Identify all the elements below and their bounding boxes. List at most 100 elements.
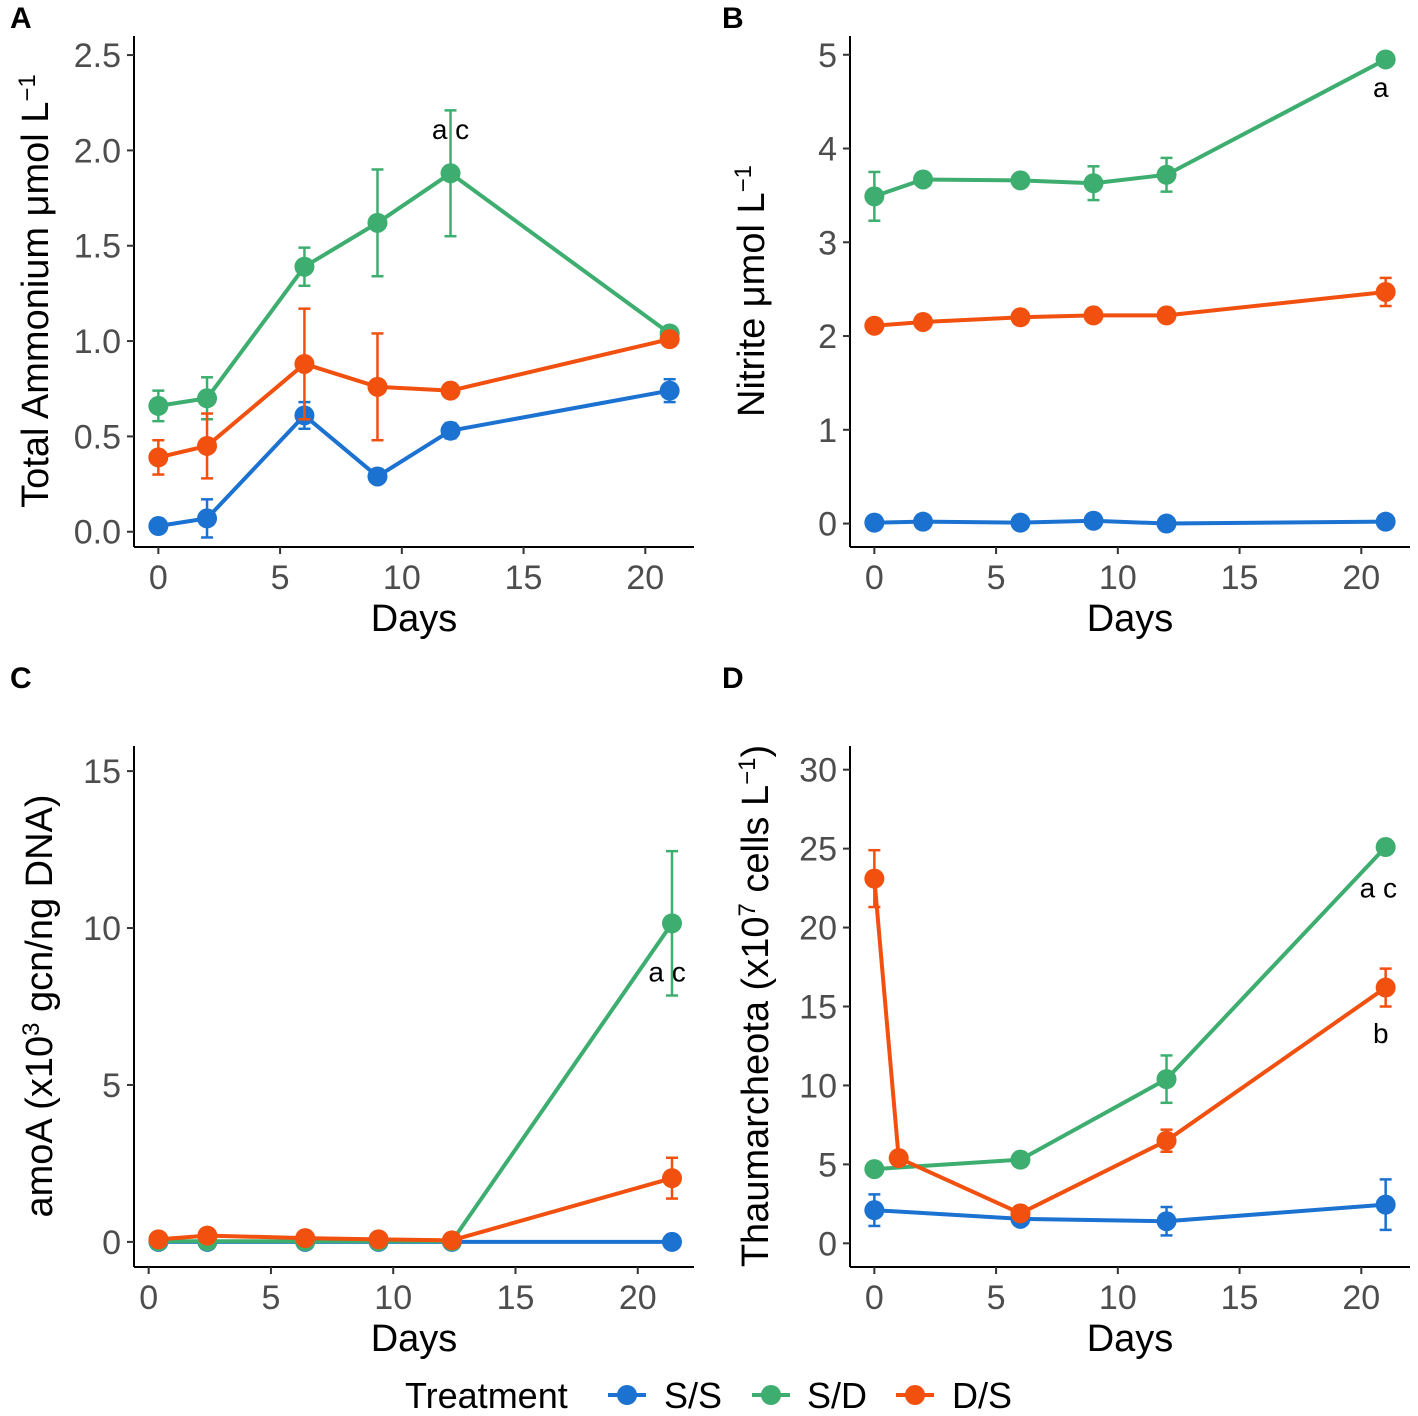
x-tick-label: 10 [374,1279,412,1317]
series-line-sd [874,845,1388,1172]
data-point [148,447,169,468]
series-ss [864,510,1396,534]
x-tick-label: 15 [1221,559,1259,597]
data-point [294,256,315,277]
series-line-ss [158,388,671,529]
panel-label-b: B [722,2,744,35]
data-point [295,1228,316,1249]
data-point [1010,170,1031,191]
y-tick-label: 2.0 [74,132,121,170]
y-tick-label: 25 [799,831,837,869]
series-ds [864,848,1396,1224]
data-point [367,376,388,397]
x-axis-label: Days [371,598,458,640]
x-tick-label: 0 [865,1279,884,1317]
legend-label-ds: D/S [952,1375,1012,1416]
y-tick-label: 10 [799,1067,837,1105]
series-ds [148,1156,682,1251]
y-axis-label: Thaumarcheota (x107 cells L−1) [734,745,778,1267]
panel-label-a: A [10,2,32,35]
y-tick-label: 10 [83,910,121,948]
data-point [148,395,169,416]
data-point [1375,49,1396,70]
y-tick-label: 3 [818,224,837,262]
data-point [864,315,885,336]
data-point [1156,1211,1177,1232]
x-tick-label: 10 [383,559,421,597]
series-line-sd [158,922,674,1244]
panel-d: D 0 5 10 15 20 0 5 10 15 20 25 30 Days Thaumarcheota … [722,662,1410,1360]
y-tick-label: 5 [818,1146,837,1184]
panel-b: B 0 5 10 15 20 0 1 2 3 4 5 Days Nitrite μmol L−1 a [722,2,1410,640]
y-tick-label: 15 [83,753,121,791]
series-ss [864,1178,1396,1237]
data-point [864,1200,885,1221]
x-tick-label: 0 [865,559,884,597]
significance-annotation: a c [648,956,685,987]
data-point [197,388,218,409]
y-tick-label: 0.5 [74,418,121,456]
series-line-sd [873,57,1387,199]
y-tick-label: 0 [818,1225,837,1263]
legend-key-point-sd [761,1385,781,1405]
y-axis-label: amoA (x103 gcn/ng DNA) [18,794,62,1217]
x-tick-label: 15 [505,559,543,597]
data-point [148,516,169,537]
data-point [294,353,315,374]
data-point [1375,977,1396,998]
x-axis-label: Days [371,1318,458,1360]
data-point [440,163,461,184]
data-point [659,329,680,350]
data-point [1083,510,1104,531]
x-tick-label: 0 [149,559,168,597]
x-tick-label: 15 [497,1279,535,1317]
data-point [661,913,682,934]
data-point [864,512,885,533]
data-point [197,435,218,456]
data-point [1010,512,1031,533]
data-point [659,380,680,401]
legend: Treatment S/S S/D D/S [405,1375,1012,1416]
data-point [888,1148,909,1169]
x-axis-label: Days [1087,1318,1174,1360]
data-point [1156,164,1177,185]
series-line-sd [158,171,671,408]
data-point [1156,513,1177,534]
data-point [1010,1149,1031,1170]
series-line-ds [157,337,671,460]
y-tick-label: 1 [818,412,837,450]
data-point [913,311,934,332]
series-line-ss [874,1202,1386,1224]
x-tick-label: 0 [139,1279,158,1317]
y-axis-label: Nitrite μmol L−1 [730,165,774,417]
series-line-ds [874,289,1386,328]
y-tick-label: 0 [818,506,837,544]
x-tick-label: 20 [1342,559,1380,597]
series-line-ds [158,1176,673,1243]
y-tick-label: 1.0 [74,323,121,361]
series-ds [148,307,680,480]
y-tick-label: 30 [799,752,837,790]
legend-entry-sd: S/D [752,1375,867,1416]
series-sd [148,109,680,423]
y-tick-label: 5 [102,1067,121,1105]
significance-annotation: b [1373,1018,1389,1049]
significance-annotation: a [1373,72,1389,103]
x-axis-label: Days [1087,598,1174,640]
y-tick-label: 1.5 [74,228,121,266]
data-point [1156,305,1177,326]
x-tick-label: 10 [1099,559,1137,597]
panel-a: A 0 5 10 15 20 0.0 0.5 1.0 1.5 2.0 2.5 Days Total Am… [10,2,694,640]
data-point [440,420,461,441]
panel-label-d: D [722,662,744,695]
data-point [864,186,885,207]
data-point [913,511,934,532]
y-tick-label: 4 [818,131,837,169]
x-tick-label: 20 [1342,1279,1380,1317]
y-tick-label: 20 [799,910,837,948]
x-tick-label: 10 [1099,1279,1137,1317]
y-tick-label: 15 [799,989,837,1027]
data-point [1156,1130,1177,1151]
series-ds [864,276,1396,336]
legend-entry-ss: S/S [608,1375,722,1416]
